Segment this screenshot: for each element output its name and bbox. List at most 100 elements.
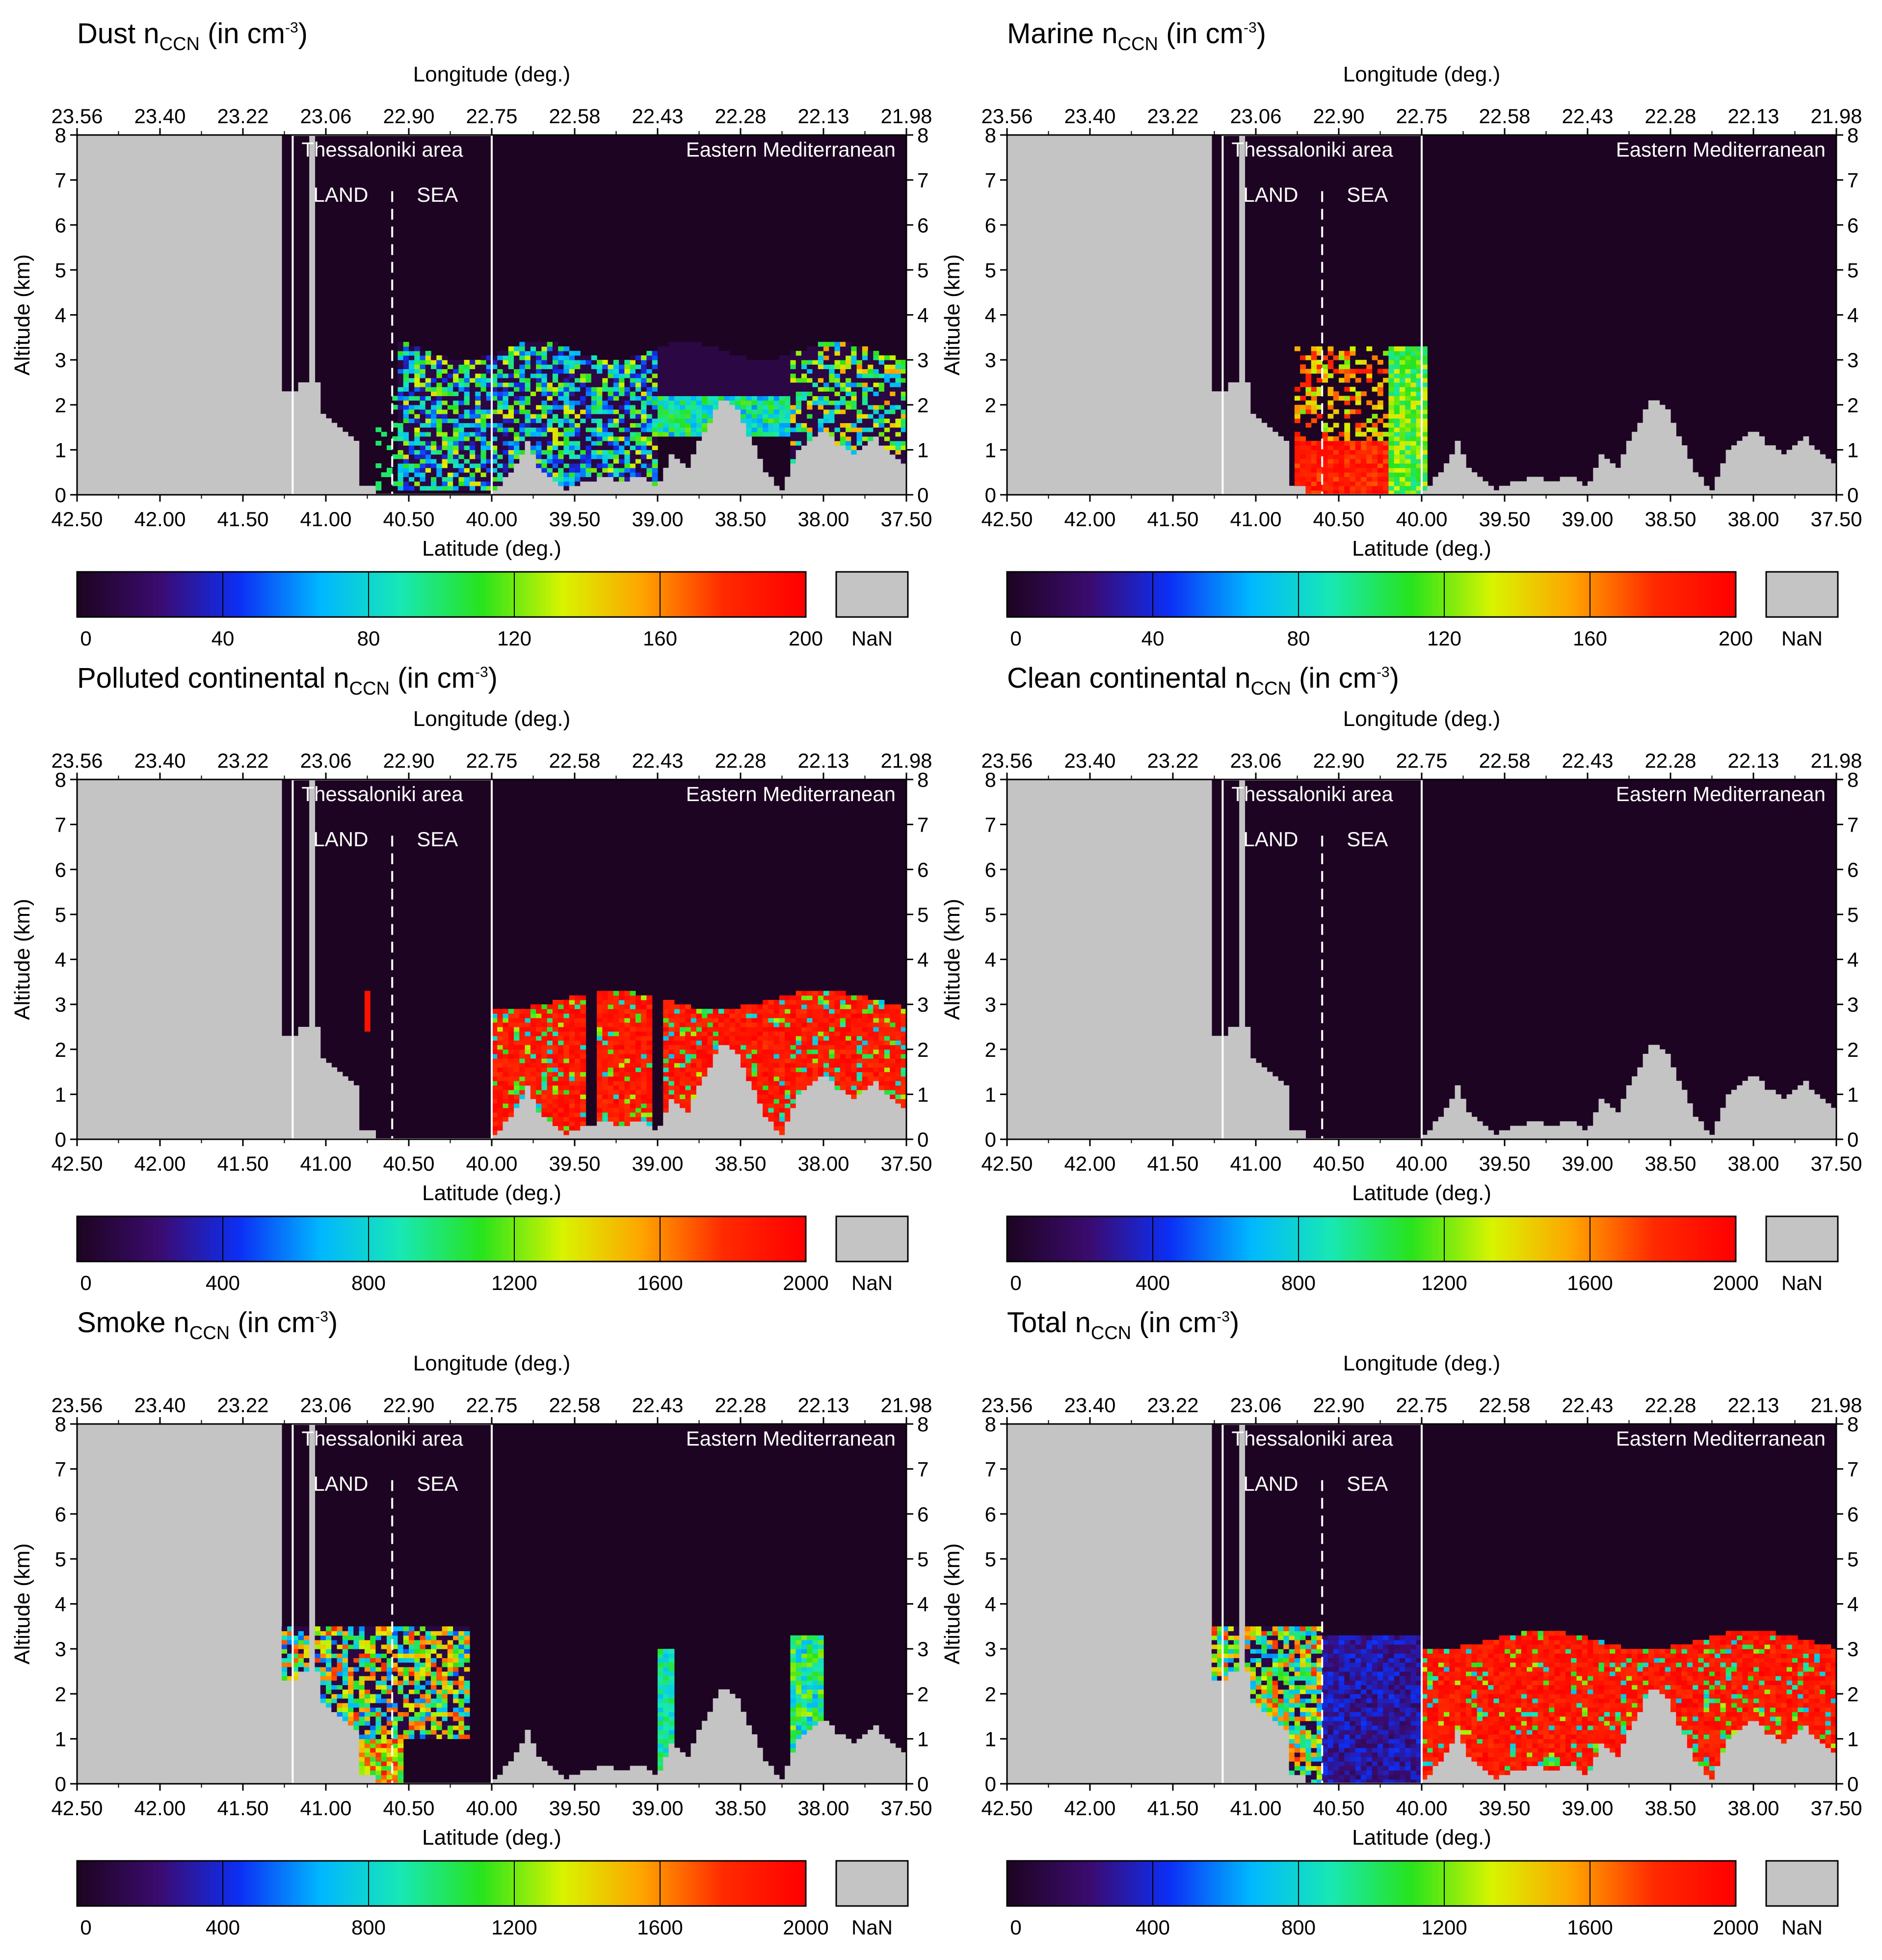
heatmap-cell bbox=[176, 350, 183, 356]
heatmap-cell bbox=[243, 387, 249, 392]
heatmap-cell bbox=[668, 364, 675, 370]
heatmap-cell bbox=[585, 436, 592, 441]
heatmap-cell bbox=[121, 387, 127, 392]
heatmap-cell bbox=[436, 369, 443, 374]
heatmap-cell bbox=[110, 315, 116, 320]
heatmap-cell bbox=[137, 328, 144, 333]
heatmap-cell bbox=[182, 247, 188, 252]
heatmap-cell bbox=[88, 391, 94, 397]
heatmap-cell bbox=[552, 431, 558, 437]
heatmap-cell bbox=[93, 296, 100, 302]
heatmap-cell bbox=[315, 477, 321, 482]
heatmap-cell bbox=[176, 472, 183, 477]
heatmap-cell bbox=[220, 328, 227, 333]
heatmap-cell bbox=[132, 229, 138, 235]
heatmap-cell bbox=[77, 153, 83, 158]
heatmap-cell bbox=[447, 400, 453, 405]
heatmap-cell bbox=[668, 373, 675, 378]
heatmap-cell bbox=[403, 427, 409, 432]
heatmap-cell bbox=[176, 202, 183, 208]
heatmap-cell bbox=[630, 450, 636, 455]
heatmap-cell bbox=[514, 418, 520, 423]
heatmap-cell bbox=[137, 301, 144, 306]
heatmap-cell bbox=[220, 175, 227, 181]
heatmap-cell bbox=[182, 229, 188, 235]
heatmap-cell bbox=[403, 404, 409, 410]
heatmap-cell bbox=[110, 445, 116, 450]
heatmap-cell bbox=[171, 265, 177, 270]
heatmap-cell bbox=[486, 458, 492, 464]
heatmap-cell bbox=[182, 463, 188, 468]
heatmap-cell bbox=[82, 477, 89, 482]
heatmap-cell bbox=[624, 485, 631, 491]
heatmap-cell bbox=[176, 175, 183, 181]
heatmap-cell bbox=[88, 252, 94, 257]
heatmap-cell bbox=[143, 346, 150, 351]
heatmap-cell bbox=[176, 288, 183, 293]
heatmap-cell bbox=[88, 225, 94, 230]
heatmap-cell bbox=[204, 333, 210, 338]
heatmap-cell bbox=[77, 364, 83, 370]
heatmap-cell bbox=[668, 350, 675, 356]
heatmap-cell bbox=[171, 301, 177, 306]
heatmap-cell bbox=[287, 396, 293, 401]
heatmap-cell bbox=[690, 418, 697, 423]
heatmap-cell bbox=[171, 139, 177, 144]
heatmap-cell bbox=[165, 369, 172, 374]
heatmap-cell bbox=[237, 166, 243, 171]
heatmap-cell bbox=[110, 360, 116, 365]
heatmap-cell bbox=[143, 373, 150, 378]
heatmap-cell bbox=[198, 184, 205, 189]
heatmap-cell bbox=[215, 364, 221, 370]
heatmap-cell bbox=[398, 427, 404, 432]
heatmap-cell bbox=[137, 450, 144, 455]
heatmap-cell bbox=[309, 234, 316, 239]
heatmap-cell bbox=[82, 135, 89, 140]
heatmap-cell bbox=[514, 414, 520, 419]
heatmap-cell bbox=[281, 450, 288, 455]
heatmap-cell bbox=[575, 360, 581, 365]
heatmap-cell bbox=[536, 377, 542, 383]
heatmap-cell bbox=[215, 274, 221, 279]
heatmap-cell bbox=[486, 472, 492, 477]
heatmap-cell bbox=[176, 387, 183, 392]
heatmap-cell bbox=[210, 274, 216, 279]
heatmap-cell bbox=[232, 369, 238, 374]
heatmap-cell bbox=[88, 481, 94, 486]
heatmap-cell bbox=[171, 427, 177, 432]
heatmap-cell bbox=[436, 427, 443, 432]
heatmap-cell bbox=[613, 404, 619, 410]
heatmap-cell bbox=[143, 188, 150, 194]
heatmap-cell bbox=[215, 211, 221, 216]
heatmap-cell bbox=[276, 175, 282, 181]
heatmap-cell bbox=[541, 418, 548, 423]
heatmap-cell bbox=[259, 382, 265, 387]
heatmap-cell bbox=[475, 391, 481, 397]
heatmap-cell bbox=[160, 292, 166, 297]
heatmap-cell bbox=[563, 360, 570, 365]
heatmap-cell bbox=[171, 238, 177, 243]
heatmap-cell bbox=[276, 436, 282, 441]
heatmap-cell bbox=[160, 333, 166, 338]
heatmap-cell bbox=[575, 387, 581, 392]
heatmap-cell bbox=[198, 279, 205, 284]
heatmap-cell bbox=[82, 180, 89, 185]
heatmap-cell bbox=[276, 382, 282, 387]
heatmap-cell bbox=[315, 382, 321, 387]
heatmap-cell bbox=[82, 211, 89, 216]
heatmap-cell bbox=[680, 463, 686, 468]
heatmap-cell bbox=[182, 382, 188, 387]
heatmap-cell bbox=[193, 328, 199, 333]
heatmap-cell bbox=[115, 202, 122, 208]
heatmap-cell bbox=[552, 436, 558, 441]
heatmap-cell bbox=[281, 490, 288, 495]
heatmap-cell bbox=[82, 481, 89, 486]
heatmap-cell bbox=[121, 306, 127, 311]
heatmap-cell bbox=[243, 414, 249, 419]
heatmap-cell bbox=[469, 400, 476, 405]
heatmap-cell bbox=[591, 364, 597, 370]
heatmap-cell bbox=[193, 238, 199, 243]
heatmap-cell bbox=[176, 234, 183, 239]
heatmap-cell bbox=[160, 261, 166, 266]
heatmap-cell bbox=[93, 148, 100, 154]
